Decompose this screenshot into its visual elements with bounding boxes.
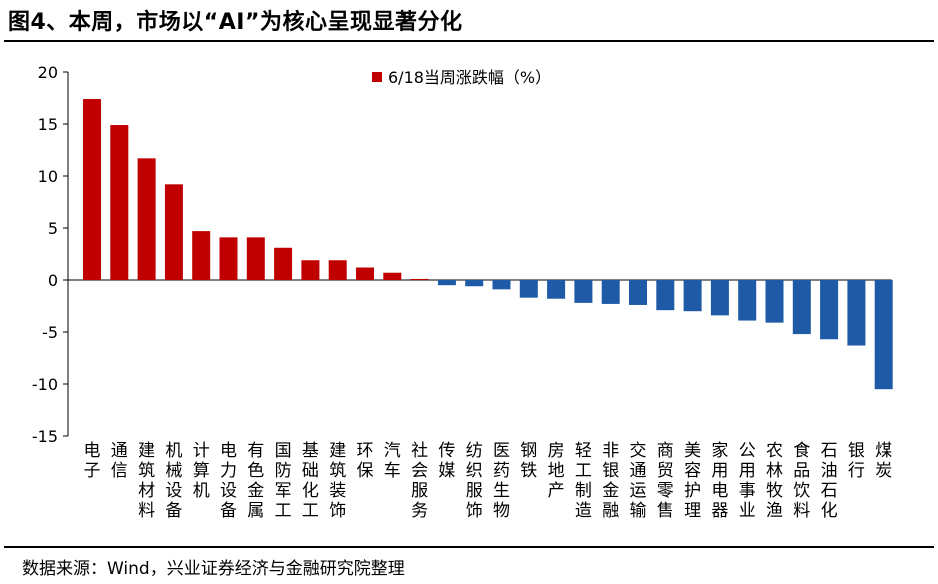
bar-20 <box>629 280 647 305</box>
bar-16 <box>519 280 538 298</box>
bar-24 <box>738 280 757 321</box>
category-label: 公用事业 <box>739 441 756 521</box>
category-label: 建筑材料 <box>138 441 155 521</box>
y-tick-label: -5 <box>42 323 58 342</box>
bar-27 <box>820 280 839 340</box>
category-label: 钢铁 <box>520 441 537 481</box>
category-label: 国防军工 <box>275 441 292 521</box>
bar-10 <box>356 267 374 280</box>
category-label: 传媒 <box>438 441 455 481</box>
bar-15 <box>492 280 511 290</box>
category-label: 轻工制造 <box>575 441 592 521</box>
y-axis: 20 15 10 5 0 -5 -10 -15 <box>32 63 892 446</box>
category-label: 基础化工 <box>302 441 319 521</box>
bar-11 <box>383 272 402 280</box>
category-label: 房地产 <box>548 441 565 501</box>
category-labels: 电子通信建筑材料机械设备计算机电力设备有色金属国防军工基础化工建筑装饰环保汽车社… <box>84 441 893 521</box>
bar-4 <box>192 231 211 280</box>
category-label: 商贸零售 <box>657 441 674 521</box>
bar-19 <box>601 280 620 304</box>
legend-swatch <box>372 72 382 82</box>
category-label: 机械设备 <box>165 441 182 521</box>
category-label: 环保 <box>357 441 374 481</box>
category-label: 社会服务 <box>411 441 428 521</box>
category-label: 非银金融 <box>602 441 619 521</box>
bar-28 <box>847 280 866 346</box>
bars <box>83 99 893 390</box>
bar-23 <box>710 280 729 316</box>
y-tick-label: 0 <box>48 271 58 290</box>
bar-21 <box>656 280 675 311</box>
category-label: 石油石化 <box>821 441 838 521</box>
legend-label: 6/18当周涨跌幅（%） <box>388 68 551 87</box>
category-label: 美容护理 <box>684 441 701 521</box>
y-tick-label: 15 <box>38 115 58 134</box>
category-label: 纺织服饰 <box>466 441 483 521</box>
bar-26 <box>792 280 811 335</box>
bar-9 <box>328 260 347 280</box>
source-note: 数据来源：Wind，兴业证券经济与金融研究院整理 <box>22 559 405 579</box>
bar-13 <box>437 280 456 286</box>
source-rule <box>4 546 934 548</box>
bar-12 <box>410 278 429 280</box>
bar-18 <box>574 280 593 303</box>
y-tick-label: -10 <box>32 375 58 394</box>
y-tick-label: 5 <box>48 219 58 238</box>
title-rule <box>4 40 934 42</box>
bar-14 <box>465 280 484 287</box>
category-label: 食品饮料 <box>793 441 810 521</box>
legend: 6/18当周涨跌幅（%） <box>372 68 551 87</box>
category-label: 电子 <box>84 441 101 481</box>
bar-chart: 20 15 10 5 0 -5 -10 -15 电子通信建筑材料机械设备计算机电力设备有色金属… <box>32 63 893 521</box>
bar-29 <box>874 280 893 390</box>
bar-1 <box>110 125 129 280</box>
category-label: 农林牧渔 <box>766 441 783 521</box>
category-label: 银行 <box>848 441 865 481</box>
bar-5 <box>219 237 238 280</box>
y-tick-label: 10 <box>38 167 58 186</box>
bar-6 <box>246 237 265 280</box>
bar-25 <box>765 280 784 323</box>
category-label: 电力设备 <box>220 441 237 521</box>
category-label: 家用电器 <box>711 441 728 521</box>
category-label: 通信 <box>111 441 128 481</box>
category-label: 煤炭 <box>875 441 892 481</box>
chart-title: 图4、本周，市场以“AI”为核心呈现显著分化 <box>8 10 463 35</box>
y-tick-label: -15 <box>32 427 58 446</box>
bar-0 <box>83 99 101 280</box>
bar-2 <box>137 158 156 280</box>
bar-17 <box>547 280 566 299</box>
category-label: 计算机 <box>193 441 210 501</box>
category-label: 汽车 <box>384 441 401 481</box>
bar-7 <box>274 247 293 280</box>
y-tick-label: 20 <box>38 63 58 82</box>
category-label: 交通运输 <box>630 441 647 521</box>
category-label: 医药生物 <box>493 441 510 521</box>
category-label: 有色金属 <box>247 441 264 521</box>
category-label: 建筑装饰 <box>329 441 346 521</box>
bar-8 <box>301 260 320 280</box>
bar-3 <box>164 184 183 280</box>
bar-22 <box>683 280 702 312</box>
